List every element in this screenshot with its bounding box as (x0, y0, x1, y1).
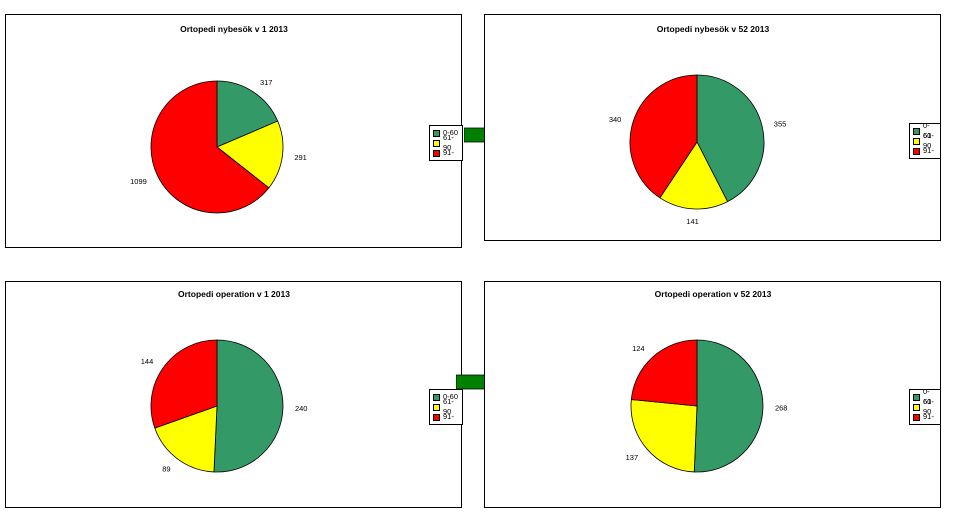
legend-swatch (433, 149, 440, 157)
pie-slice-61-90 (630, 399, 698, 473)
data-label: 268 (775, 404, 788, 413)
data-label: 317 (260, 78, 273, 87)
pie-slice-0-60 (693, 339, 764, 473)
data-label: 124 (632, 344, 645, 353)
legend-swatch (913, 413, 920, 421)
chart-panel-nybesok-v1: Ortopedi nybesök v 1 2013 317 291 1099 (5, 14, 462, 248)
data-label: 340 (609, 115, 622, 124)
pie-slice-0-60 (213, 339, 284, 473)
chart-title: Ortopedi nybesök v 52 2013 (657, 24, 770, 34)
data-label: 240 (295, 404, 308, 413)
chart-panel-operation-v1: Ortopedi operation v 1 2013 240 89 144 (5, 281, 462, 508)
legend-item-0-60: 0-60 (433, 392, 459, 402)
pie-chart-nybesok-v52: Ortopedi nybesök v 52 2013 355 141 340 (609, 24, 787, 226)
legend-item-61-90: 61-90 (433, 133, 459, 152)
legend-label: 91- (443, 412, 454, 421)
pie-slice-91 (629, 74, 698, 199)
legend-label: 0-60 (443, 128, 459, 137)
legend-swatch (913, 393, 920, 401)
legend-swatch (433, 413, 440, 421)
data-label: 144 (141, 357, 154, 366)
legend-item-0-60: 0-60 (433, 128, 459, 138)
legend-label: 0-60 (923, 121, 932, 140)
pie-slice-61-90 (216, 120, 284, 189)
chart-panel-nybesok-v52: Ortopedi nybesök v 52 2013 355 141 340 (484, 14, 941, 241)
legend-swatch (433, 129, 440, 137)
chart-legend-operation-v1: 0-60 61-90 91- (429, 389, 463, 425)
pie-slice-0-60 (216, 80, 279, 148)
chart-title: Ortopedi nybesök v 1 2013 (180, 24, 288, 34)
chart-title: Ortopedi operation v 1 2013 (178, 289, 290, 299)
data-label: 141 (686, 217, 699, 226)
legend-item-91: 91- (913, 412, 937, 422)
legend-item-0-60: 0-60 (913, 387, 937, 406)
legend-label: 91- (443, 148, 454, 157)
legend-item-61-90: 61-90 (913, 131, 937, 150)
chart-legend-nybesok-v52: 0-60 61-90 91- (909, 121, 941, 159)
legend-item-91: 91- (433, 412, 459, 422)
chart-legend-nybesok-v1: 0-60 61-90 91- (429, 125, 463, 161)
legend-label: 61-90 (443, 133, 454, 152)
legend-item-0-60: 0-60 (913, 121, 937, 140)
data-label: 1099 (130, 177, 147, 186)
legend-swatch (433, 139, 440, 147)
legend-swatch (913, 127, 920, 135)
pie-slice-91 (630, 339, 698, 407)
legend-label: 91- (923, 146, 934, 155)
pie-chart-operation-v1: Ortopedi operation v 1 2013 240 89 144 (141, 289, 308, 474)
pie-slice-0-60 (696, 74, 765, 203)
legend-label: 0-60 (923, 387, 932, 406)
chart-title: Ortopedi operation v 52 2013 (655, 289, 772, 299)
data-label: 355 (774, 119, 787, 128)
legend-label: 61-90 (443, 397, 454, 416)
legend-item-91: 91- (433, 148, 459, 158)
legend-label: 61-90 (923, 397, 934, 416)
pie-slice-91 (150, 80, 270, 214)
legend-swatch (913, 147, 920, 155)
legend-item-61-90: 61-90 (913, 397, 937, 416)
chart-panel-operation-v52: Ortopedi operation v 52 2013 268 137 124 (484, 281, 941, 508)
legend-item-91: 91- (913, 146, 937, 156)
pie-slice-91 (150, 339, 218, 429)
chart-legend-operation-v52: 0-60 61-90 91- (909, 387, 941, 425)
pie-slice-61-90 (154, 405, 218, 473)
pie-chart-nybesok-v1: Ortopedi nybesök v 1 2013 317 291 1099 (130, 24, 307, 214)
data-label: 291 (294, 153, 307, 162)
data-label: 137 (626, 453, 639, 462)
legend-label: 0-60 (443, 392, 459, 401)
pie-chart-operation-v52: Ortopedi operation v 52 2013 268 137 124 (626, 289, 788, 473)
pie-slice-61-90 (659, 141, 729, 210)
legend-swatch (433, 393, 440, 401)
legend-swatch (913, 403, 920, 411)
legend-label: 61-90 (923, 131, 934, 150)
legend-label: 91- (923, 412, 934, 421)
data-label: 89 (162, 465, 170, 474)
legend-item-61-90: 61-90 (433, 397, 459, 416)
legend-swatch (913, 137, 920, 145)
legend-swatch (433, 403, 440, 411)
